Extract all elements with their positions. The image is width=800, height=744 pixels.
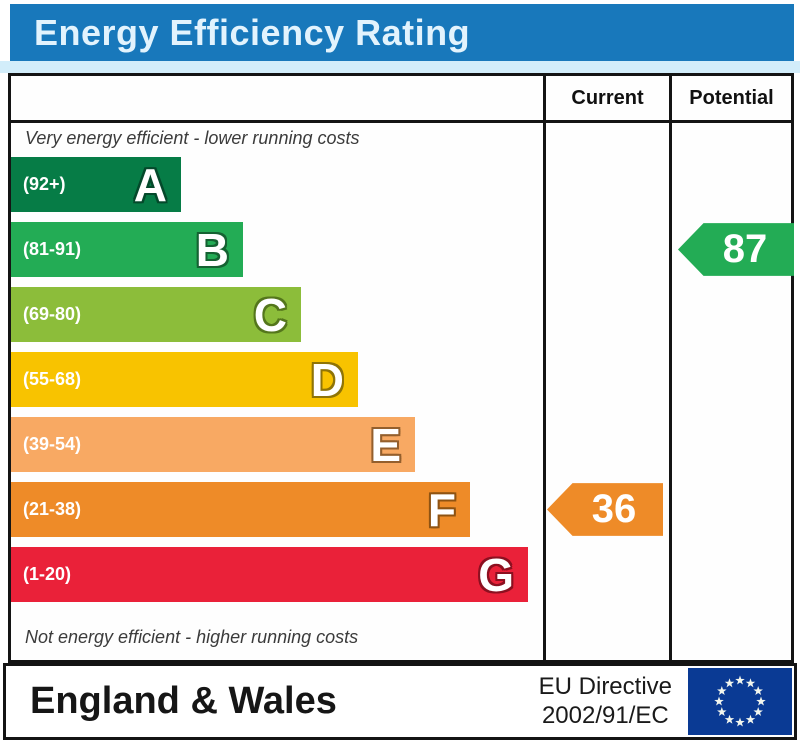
eu-star-icon bbox=[724, 678, 735, 688]
eu-flag-icon bbox=[688, 668, 792, 735]
eu-star-icon bbox=[714, 696, 724, 706]
eu-directive-label: EU Directive 2002/91/EC bbox=[539, 673, 672, 731]
column-divider-current bbox=[543, 76, 546, 660]
eu-directive-line1: EU Directive bbox=[538, 673, 672, 700]
column-header-potential: Potential bbox=[689, 86, 774, 109]
page-title: Energy Efficiency Rating bbox=[34, 11, 471, 53]
band-letter: C bbox=[253, 288, 287, 341]
band-letter: G bbox=[478, 548, 514, 601]
caption-very-efficient: Very energy efficient - lower running co… bbox=[25, 128, 360, 148]
region-label: England & Wales bbox=[30, 680, 337, 722]
rating-band-f: (21-38) F bbox=[11, 482, 470, 537]
rating-table: Current Potential Very energy efficient … bbox=[8, 73, 794, 663]
band-letter: E bbox=[370, 418, 401, 471]
footer: England & Wales EU Directive 2002/91/EC bbox=[3, 663, 797, 740]
eu-star-icon bbox=[753, 686, 763, 696]
band-letter: F bbox=[427, 483, 456, 536]
band-range-label: (21-38) bbox=[23, 499, 82, 519]
rating-band-a: (92+) A bbox=[11, 157, 181, 212]
eu-star-icon bbox=[717, 707, 727, 717]
band-letter: B bbox=[195, 223, 229, 276]
column-header-current: Current bbox=[571, 86, 644, 109]
title-underline-strip bbox=[0, 61, 800, 73]
band-letter: A bbox=[133, 158, 167, 211]
potential-rating-value: 87 bbox=[722, 227, 768, 271]
eu-star-icon bbox=[717, 686, 727, 696]
eu-star-icon bbox=[756, 696, 766, 706]
eu-star-icon bbox=[745, 714, 756, 724]
rating-bands: (92+) A (81-91) B (69-80) C (55-68) D (39-54) E (2… bbox=[11, 157, 528, 612]
rating-band-e: (39-54) E bbox=[11, 417, 415, 472]
eu-star-icon bbox=[745, 678, 756, 688]
eu-star-icon bbox=[735, 717, 745, 727]
band-range-label: (81-91) bbox=[23, 239, 82, 259]
rating-band-c: (69-80) C bbox=[11, 287, 301, 342]
band-range-label: (1-20) bbox=[23, 564, 72, 584]
band-letter: D bbox=[310, 353, 344, 406]
eu-star-icon bbox=[753, 707, 763, 717]
header-divider bbox=[11, 120, 791, 123]
current-rating-value: 36 bbox=[591, 487, 637, 531]
eu-star-icon bbox=[724, 714, 735, 724]
rating-band-d: (55-68) D bbox=[11, 352, 358, 407]
rating-band-b: (81-91) B bbox=[11, 222, 243, 277]
column-divider-potential bbox=[669, 76, 672, 660]
current-rating-arrow: 36 bbox=[547, 483, 663, 536]
potential-rating-arrow: 87 bbox=[678, 223, 794, 276]
band-range-label: (39-54) bbox=[23, 434, 82, 454]
rating-band-g: (1-20) G bbox=[11, 547, 528, 602]
band-range-label: (92+) bbox=[23, 174, 66, 194]
eu-directive-line2: 2002/91/EC bbox=[541, 701, 669, 729]
band-range-label: (55-68) bbox=[23, 369, 82, 389]
caption-not-efficient: Not energy efficient - higher running co… bbox=[25, 627, 359, 647]
title-bar: Energy Efficiency Rating bbox=[10, 4, 794, 61]
band-range-label: (69-80) bbox=[23, 304, 82, 324]
eu-star-icon bbox=[735, 675, 745, 685]
